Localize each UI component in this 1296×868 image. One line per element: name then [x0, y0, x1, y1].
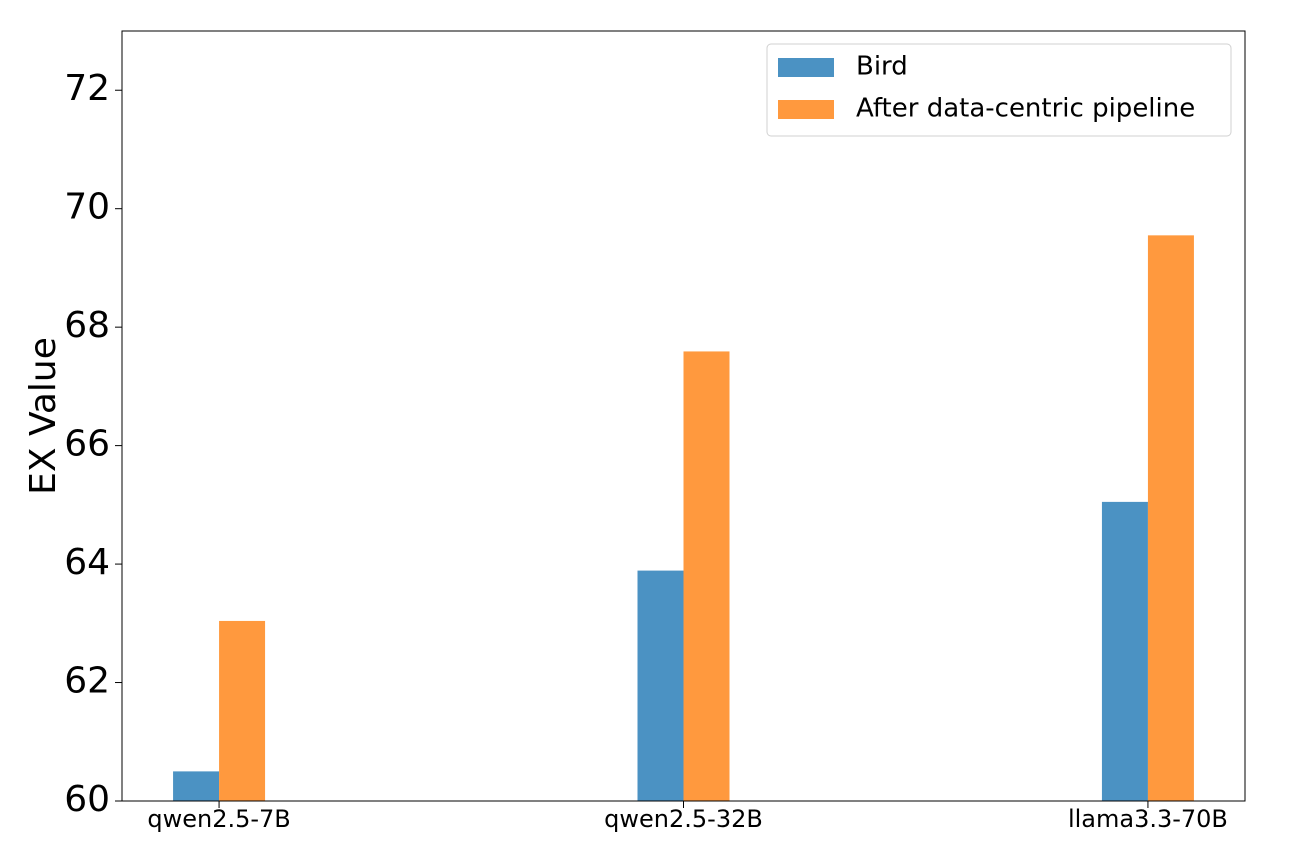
bar — [173, 771, 220, 801]
bar — [1147, 235, 1194, 801]
y-tick-label: 70 — [64, 187, 110, 228]
y-tick-label: 72 — [64, 68, 110, 109]
x-tick-label: llama3.3-70B — [1068, 805, 1228, 833]
y-tick-label: 66 — [64, 424, 110, 465]
bar — [219, 620, 266, 801]
legend-label: Bird — [856, 52, 908, 82]
y-tick-label: 68 — [64, 305, 110, 346]
x-tick-label: qwen2.5-7B — [147, 805, 290, 833]
legend-box — [766, 43, 1232, 137]
legend-swatch — [778, 58, 834, 77]
y-axis-label: EX Value — [23, 337, 64, 495]
bar — [683, 351, 730, 801]
x-tick-label: qwen2.5-32B — [604, 805, 763, 833]
legend-label: After data-centric pipeline — [856, 94, 1195, 124]
y-tick-label: 62 — [64, 661, 110, 702]
bar — [1101, 501, 1148, 801]
legend-swatch — [778, 100, 834, 119]
y-tick-label: 64 — [64, 542, 110, 583]
bar — [637, 570, 684, 801]
y-tick-label: 60 — [64, 779, 110, 820]
plot-frame — [121, 30, 1246, 802]
